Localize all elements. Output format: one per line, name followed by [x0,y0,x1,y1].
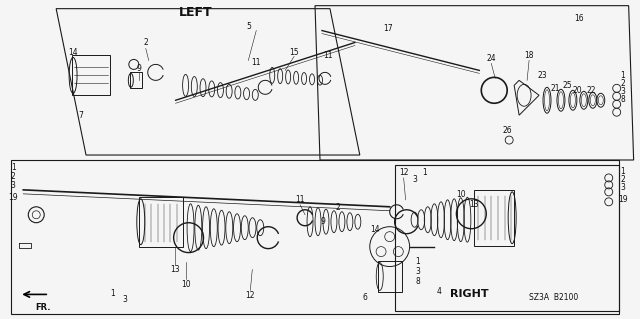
Text: 1: 1 [620,167,625,176]
Text: 23: 23 [537,71,547,80]
Text: 11: 11 [252,58,261,67]
Text: 19: 19 [8,193,18,202]
Text: 13: 13 [170,265,179,274]
Text: SZ3A  B2100: SZ3A B2100 [529,293,579,302]
Text: LEFT: LEFT [179,6,212,19]
Text: 22: 22 [586,86,596,95]
Text: FR.: FR. [35,303,51,312]
Text: 3: 3 [620,87,625,96]
Text: 5: 5 [246,22,251,31]
Text: 12: 12 [399,168,408,177]
Text: 11: 11 [323,51,333,60]
Text: 15: 15 [289,48,299,57]
Text: 1: 1 [111,289,115,298]
Text: 9: 9 [321,217,325,226]
Text: 6: 6 [362,293,367,302]
Text: 2: 2 [335,203,340,212]
Bar [72,56,110,95]
Text: 11: 11 [295,195,305,204]
Text: 3: 3 [11,182,16,190]
Text: 1: 1 [11,163,16,173]
Text: 2: 2 [620,79,625,88]
Text: 17: 17 [383,24,392,33]
Text: 4: 4 [437,287,442,296]
Text: 3: 3 [122,295,127,304]
Text: 16: 16 [574,14,584,23]
Text: 21: 21 [550,84,560,93]
Text: 8: 8 [415,277,420,286]
Text: 1: 1 [620,71,625,80]
Text: 2: 2 [620,175,625,184]
Text: 19: 19 [618,195,627,204]
Text: 10: 10 [456,190,466,199]
Text: 26: 26 [502,126,512,135]
Text: 10: 10 [180,280,191,289]
Text: 1: 1 [422,168,427,177]
Text: RIGHT: RIGHT [450,289,489,300]
Text: 25: 25 [562,81,572,90]
Text: 14: 14 [68,48,78,57]
Bar [139,197,182,247]
Text: 3: 3 [620,183,625,192]
Text: 1: 1 [415,257,420,266]
Text: 13: 13 [470,200,479,209]
Bar [130,72,142,88]
Text: 9: 9 [136,64,141,73]
Text: 12: 12 [246,291,255,300]
Text: 3: 3 [412,175,417,184]
Text: 18: 18 [524,51,534,60]
Text: 14: 14 [370,225,380,234]
Text: 8: 8 [620,95,625,104]
Text: 2: 2 [11,173,16,182]
Text: 24: 24 [486,54,496,63]
Bar [474,190,514,246]
Text: 2: 2 [143,38,148,47]
Text: 3: 3 [415,267,420,276]
Text: 20: 20 [572,86,582,95]
Bar [378,261,402,293]
Text: 7: 7 [79,111,83,120]
